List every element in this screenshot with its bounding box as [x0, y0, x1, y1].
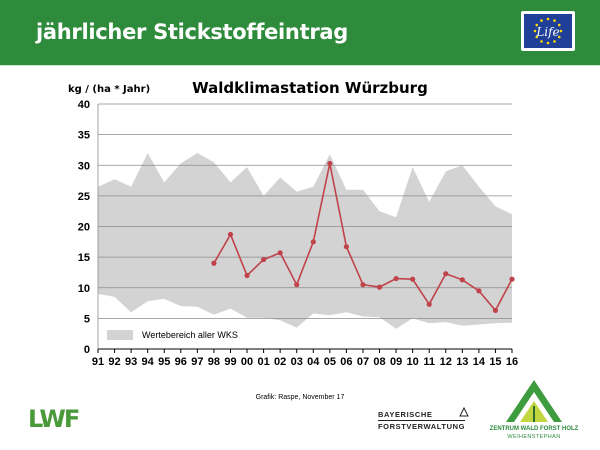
chart-credit: Grafik: Raspe, November 17	[255, 394, 345, 401]
eu-star	[540, 40, 543, 43]
x-tick-label: 01	[257, 356, 269, 368]
data-point	[443, 271, 449, 277]
data-point	[343, 244, 349, 250]
eu-stars	[533, 17, 563, 45]
data-point	[310, 239, 316, 245]
data-point	[509, 276, 515, 282]
x-tick-label: 15	[489, 356, 501, 368]
eu-star	[553, 40, 556, 43]
x-tick-label: 09	[390, 356, 402, 368]
x-tick-label: 93	[125, 356, 137, 368]
data-point	[459, 277, 465, 283]
lwf-logo-text: LWF	[28, 405, 79, 431]
y-tick-label: 10	[78, 283, 90, 295]
data-point	[360, 282, 366, 288]
eu-star	[546, 41, 550, 45]
x-tick-label: 08	[373, 356, 385, 368]
data-point	[294, 282, 300, 288]
data-point	[393, 275, 399, 282]
x-tick-label: 14	[473, 356, 486, 368]
x-tick-label: 03	[291, 356, 303, 368]
eu-life-logo: Life	[521, 11, 575, 51]
data-point	[492, 307, 499, 314]
data-point	[426, 301, 432, 307]
zentrum-wald-forst-holz-logo: ZENTRUM WALD FORST HOLZ WEIHENSTEPHAN	[484, 376, 584, 446]
legend-label-band: Wertebereich aller WKS	[142, 330, 238, 340]
x-tick-label: 92	[108, 356, 120, 368]
eu-star	[557, 23, 561, 27]
eu-star	[553, 19, 556, 22]
y-tick-label: 25	[78, 191, 90, 203]
x-tick-label: 96	[175, 356, 187, 368]
zwfh-logo-line2: WEIHENSTEPHAN	[507, 434, 561, 440]
x-tick-label: 91	[92, 356, 104, 368]
eu-star	[557, 35, 561, 39]
x-tick-label: 94	[142, 356, 155, 368]
x-tick-label: 02	[274, 356, 286, 368]
grid-layer	[98, 103, 512, 350]
eu-flag-icon: Life	[524, 14, 572, 48]
chart-title: Waldklimastation Würzburg	[192, 79, 428, 97]
bayerische-forstverwaltung-logo: BAYERISCHE FORSTVERWALTUNG	[378, 407, 478, 432]
y-tick-label: 30	[78, 160, 90, 172]
data-point	[410, 276, 416, 282]
y-axis-unit-label: kg / (ha * Jahr)	[68, 84, 150, 95]
x-tick-label: 11	[423, 356, 435, 368]
x-tick-label: 97	[191, 356, 203, 368]
page-title: jährlicher Stickstoffeintrag	[36, 20, 348, 44]
eu-star	[535, 35, 539, 39]
value-range-band	[98, 153, 512, 329]
mountain-tree-icon	[506, 380, 562, 422]
eu-star	[546, 17, 550, 21]
value-range-band-layer	[98, 153, 512, 329]
x-tick-label: 12	[440, 356, 452, 368]
data-point	[261, 256, 267, 263]
y-tick-label: 0	[84, 344, 90, 356]
x-tick-label: 98	[208, 356, 220, 368]
nitrogen-chart: kg / (ha * Jahr) Waldklimastation Würzbu…	[68, 79, 518, 368]
data-point	[227, 231, 234, 238]
x-tick-label: 06	[340, 356, 352, 368]
x-tick-label: 07	[357, 356, 369, 368]
y-tick-label: 15	[78, 252, 90, 264]
bay-logo-line1: BAYERISCHE	[378, 410, 433, 419]
y-tick-label: 40	[78, 99, 90, 111]
x-tick-label: 05	[324, 356, 336, 368]
x-tick-label: 16	[506, 356, 518, 368]
zwfh-logo-line1: ZENTRUM WALD FORST HOLZ	[489, 426, 579, 432]
y-tick-label: 35	[78, 130, 90, 142]
eu-star	[533, 29, 537, 33]
data-point	[244, 272, 250, 279]
eu-star	[559, 29, 563, 33]
data-point	[277, 250, 283, 256]
life-logo-text: Life	[535, 25, 559, 39]
x-tick-label: 13	[456, 356, 468, 368]
header-bar	[0, 0, 600, 65]
data-point	[211, 260, 217, 266]
tree-icon	[459, 407, 469, 417]
bay-logo-line2: FORSTVERWALTUNG	[378, 420, 466, 431]
x-tick-label: 10	[407, 356, 419, 368]
legend: Wertebereich aller WKS	[107, 330, 238, 340]
y-tick-label: 5	[84, 313, 90, 325]
header-divider	[0, 65, 600, 66]
eu-star	[535, 23, 539, 27]
legend-swatch-band	[107, 330, 133, 340]
eu-star	[540, 19, 543, 22]
data-point	[476, 288, 482, 294]
data-point	[376, 284, 383, 290]
lwf-logo: LWF	[28, 405, 81, 431]
series-layer	[211, 160, 515, 314]
x-tick-label: 04	[307, 356, 320, 368]
x-tick-label: 00	[241, 356, 253, 368]
x-tick-label: 95	[158, 356, 170, 368]
data-point	[327, 160, 333, 167]
y-tick-label: 20	[78, 222, 90, 234]
x-tick-label: 99	[224, 356, 236, 368]
